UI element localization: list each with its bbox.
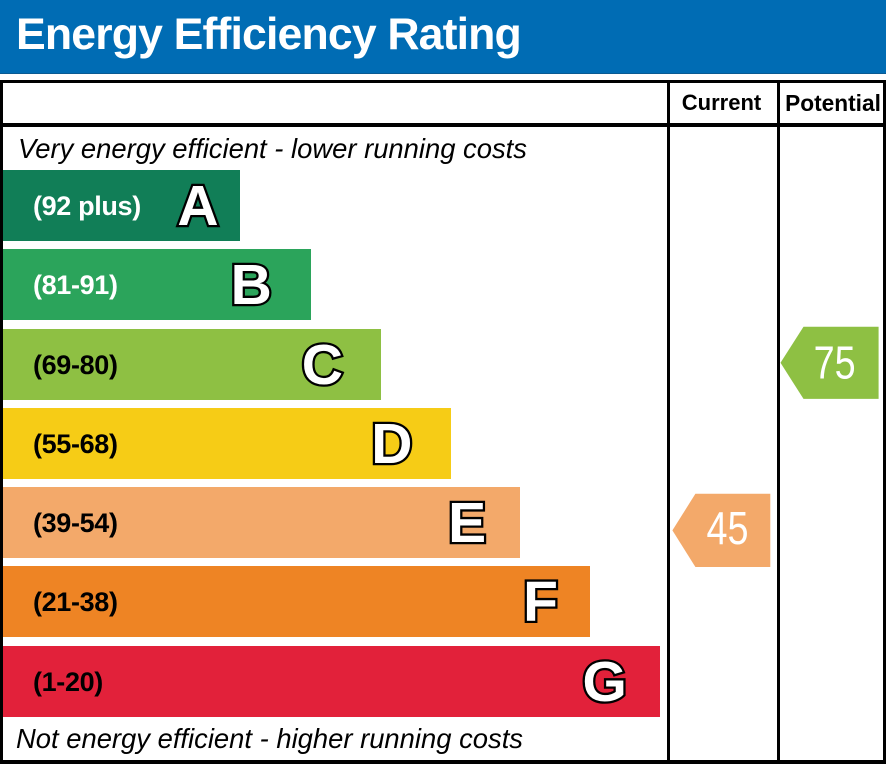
svg-text:E: E <box>448 491 486 555</box>
svg-text:B: B <box>231 253 272 317</box>
svg-text:75: 75 <box>814 337 856 389</box>
svg-text:C: C <box>302 333 343 397</box>
svg-text:G: G <box>583 650 627 714</box>
svg-text:F: F <box>523 570 558 634</box>
svg-text:45: 45 <box>707 502 749 554</box>
svg-text:D: D <box>371 412 412 476</box>
svg-text:A: A <box>177 174 218 238</box>
